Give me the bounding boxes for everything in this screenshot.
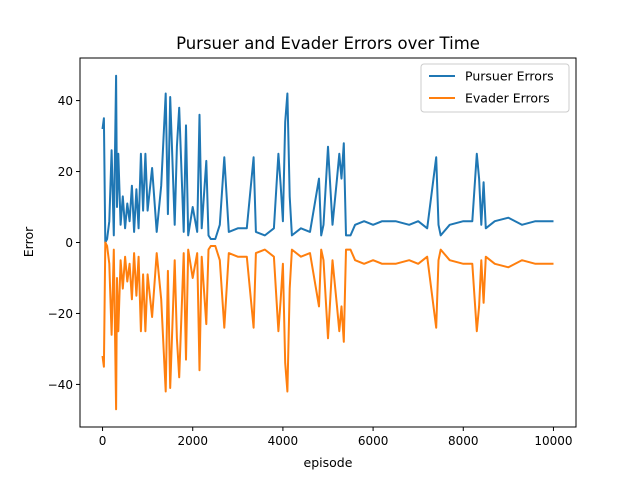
y-tick-label: 0 (65, 236, 73, 250)
y-tick-label: −40 (48, 378, 73, 392)
y-axis-ticks: −40 −20 0 20 40 (48, 94, 80, 392)
y-axis-label: Error (21, 226, 36, 257)
y-tick-label: −20 (48, 307, 73, 321)
x-tick-label: 10000 (534, 434, 572, 448)
plot-area (79, 57, 577, 428)
series-line-pursuer (101, 74, 554, 244)
legend-label-pursuer: Pursuer Errors (465, 69, 554, 84)
y-tick-label: 20 (58, 165, 73, 179)
y-tick-label: 40 (58, 94, 73, 108)
legend-box (420, 63, 570, 113)
x-tick-label: 6000 (358, 434, 389, 448)
x-tick-label: 8000 (448, 434, 479, 448)
x-tick-label: 2000 (177, 434, 208, 448)
plot-frame (79, 57, 577, 428)
x-tick-label: 4000 (268, 434, 299, 448)
legend-label-evader: Evader Errors (465, 91, 550, 106)
legend: Pursuer Errors Evader Errors (420, 63, 570, 113)
series-layer (101, 74, 554, 411)
series-line-evader (101, 241, 554, 411)
chart-title: Pursuer and Evader Errors over Time (176, 34, 480, 53)
x-axis-label: episode (304, 455, 353, 470)
x-tick-label: 0 (99, 434, 107, 448)
x-axis-ticks: 0 2000 4000 6000 8000 10000 (99, 427, 573, 448)
